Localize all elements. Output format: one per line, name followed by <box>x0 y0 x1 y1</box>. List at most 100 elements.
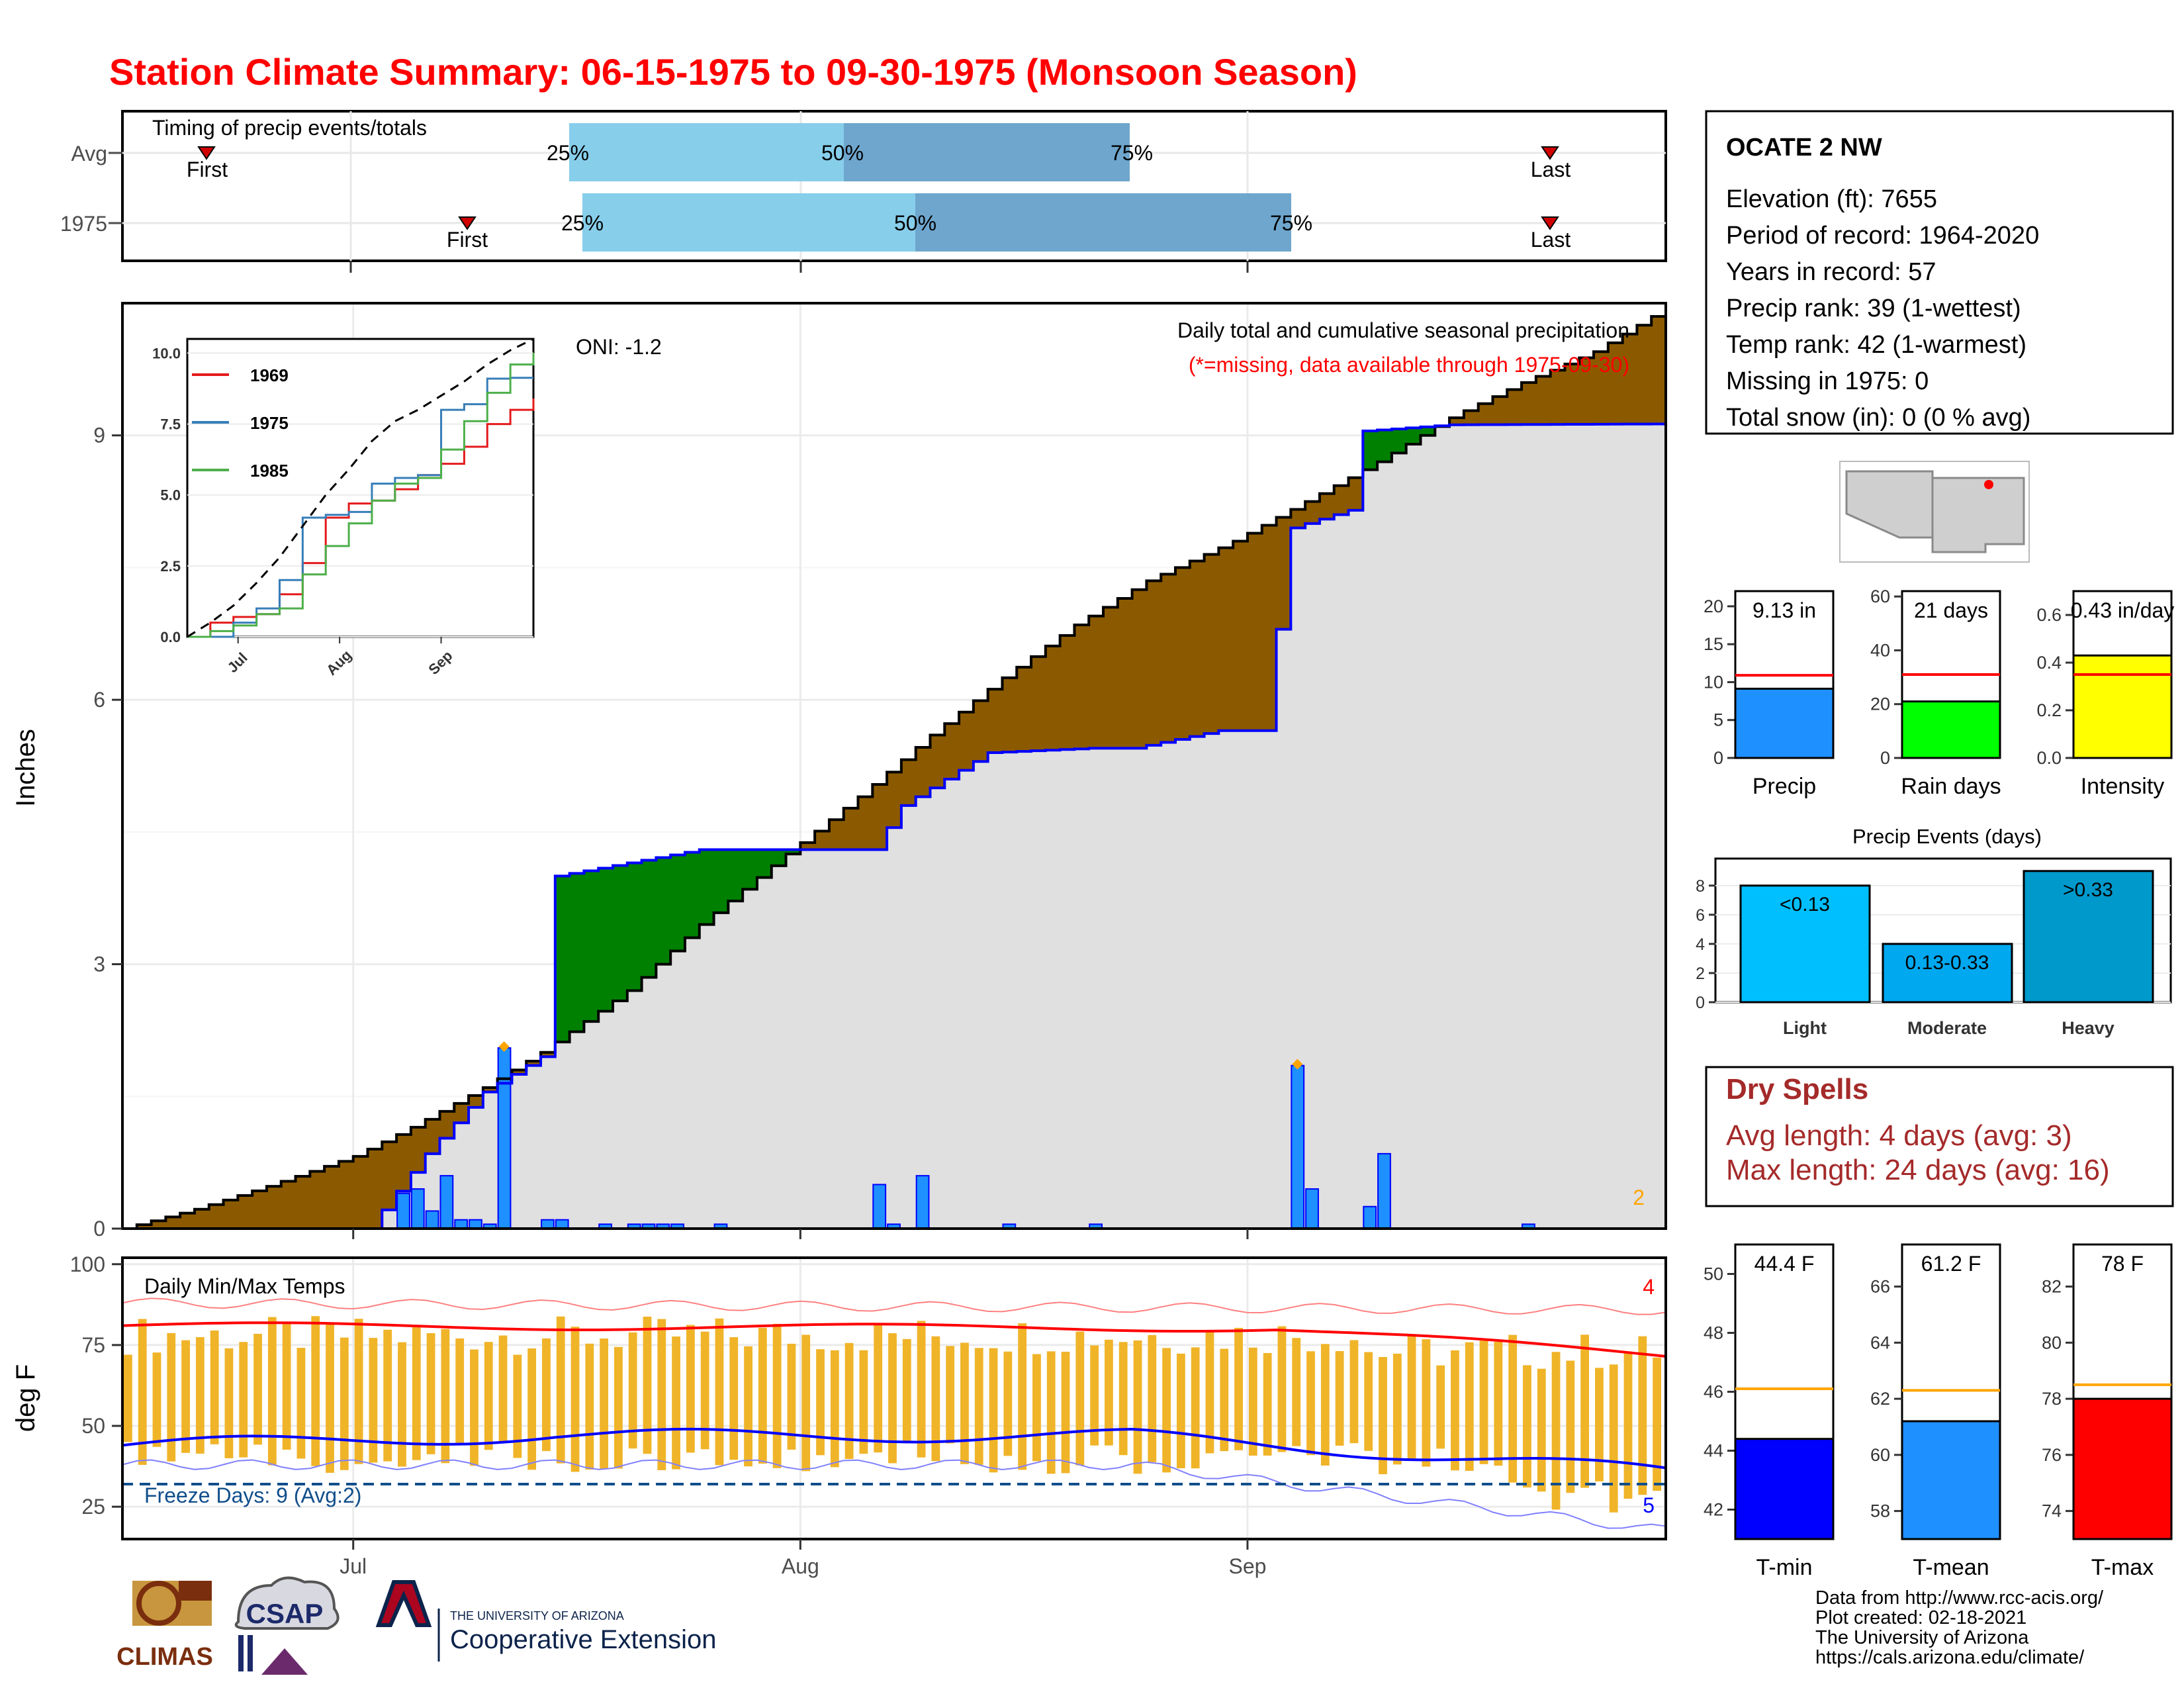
temp-summary-bar-1-value-bar <box>1901 1420 2001 1540</box>
credit-data-source: Data from http://www.rcc-acis.org/ <box>1815 1587 2104 1609</box>
daily-temp-range-bar <box>224 1348 234 1458</box>
daily-precip-bar <box>1305 1188 1319 1229</box>
temp-summary-bar-1-tick-label: 64 <box>1870 1333 1890 1352</box>
precip-y-tick-label: 6 <box>93 688 105 712</box>
page-title: Station Climate Summary: 06-15-1975 to 0… <box>109 51 1357 93</box>
events-bar-label: Moderate <box>1907 1018 1987 1038</box>
summary-bar-1-tick-label: 60 <box>1870 586 1890 606</box>
daily-temp-range-bar <box>1407 1335 1416 1460</box>
summary-bar-2-tick-label: 0.2 <box>2036 700 2062 720</box>
daily-temp-range-bar <box>1018 1323 1027 1470</box>
station-info-frame <box>1705 110 2174 435</box>
daily-temp-range-bar <box>296 1348 306 1459</box>
record-high-count: 4 <box>1643 1275 1655 1299</box>
year-surplus-area <box>713 849 729 913</box>
year-surplus-area <box>598 868 614 1011</box>
daily-temp-range-bar <box>844 1342 854 1459</box>
inset-y-tick-label: 10.0 <box>152 345 181 361</box>
daily-temp-range-bar <box>931 1336 940 1462</box>
events-tick-label: 8 <box>1696 877 1705 896</box>
temp-summary-charts: 42 44 46 48 50 44.4 F T-min 58 60 62 64 66 61.2 F T-m… <box>1704 1243 2173 1580</box>
daily-temp-range-bar <box>1551 1352 1561 1510</box>
temp-summary-bar-2-value-bar <box>2072 1397 2173 1540</box>
temp-summary-bar-0-axis-label: T-min <box>1756 1555 1813 1580</box>
avg-q50-q75-bar <box>844 123 1130 181</box>
year-row-label: 1975 <box>60 212 107 236</box>
daily-temp-range-bar <box>859 1350 868 1454</box>
dry-spells-frame <box>1705 1066 2174 1207</box>
summary-bar-charts: 0 5 10 15 20 9.13 in Precip 0 20 40 60 21 days Rain … <box>1704 586 2174 799</box>
climas-logo-text: CLIMAS <box>116 1643 213 1671</box>
daily-temp-range-bar <box>426 1333 435 1454</box>
temp-y-tick-label: 100 <box>70 1252 105 1276</box>
inset-y-tick-label: 2.5 <box>160 558 181 575</box>
precip-panel: 0 3 6 9 Inches ONI: -1.2 Daily total and cu… <box>11 302 1667 1241</box>
temp-summary-bar-1-tick-label: 58 <box>1870 1501 1890 1521</box>
avg-last-marker <box>1541 146 1559 160</box>
inset-avg-line <box>187 338 534 638</box>
daily-temp-range-bar <box>1248 1347 1257 1456</box>
daily-temp-range-bar <box>181 1340 190 1453</box>
daily-temp-range-bar <box>455 1338 465 1443</box>
avg-row-label: Avg <box>71 142 107 165</box>
daily-temp-range-bar <box>1148 1335 1157 1462</box>
daily-temp-range-bar <box>138 1319 147 1465</box>
year-surplus-area <box>670 855 686 951</box>
daily-temp-range-bar <box>657 1319 666 1470</box>
temp-summary-bar-0-tick-label: 42 <box>1704 1500 1723 1520</box>
legend-1985-label: 1985 <box>250 461 289 481</box>
avg-q75-label: 75% <box>1111 141 1153 165</box>
daily-temp-range-bar <box>585 1343 594 1470</box>
daily-temp-range-bar <box>1508 1335 1518 1483</box>
temp-summary-bar-2-tick-label: 74 <box>2042 1501 2062 1521</box>
year-q50-label: 50% <box>894 211 936 235</box>
precip-y-tick-label: 3 <box>93 953 105 976</box>
ua-cooperative-extension-logo: THE UNIVERSITY OF ARIZONA Cooperative Ex… <box>375 1580 716 1662</box>
temp-x-tick-label: Jul <box>340 1554 367 1578</box>
station-period: Period of record: 1964-2020 <box>1726 222 2039 250</box>
daily-temp-range-bar <box>1451 1350 1459 1471</box>
temp-y-tick-label: 50 <box>81 1414 105 1438</box>
daily-precip-bar <box>1377 1152 1391 1230</box>
temp-summary-bar-0-tick-label: 50 <box>1704 1264 1723 1284</box>
daily-temp-range-bar <box>672 1336 680 1470</box>
record-low-line <box>122 1459 1666 1529</box>
summary-bar-1-value-label: 21 days <box>1914 598 1988 622</box>
daily-temp-range-bar <box>556 1316 565 1464</box>
daily-temp-range-bar <box>1566 1360 1575 1493</box>
temp-summary-bar-0-value-label: 44.4 F <box>1754 1252 1815 1276</box>
year-surplus-area <box>569 873 584 1032</box>
year-surplus-area <box>1420 426 1435 436</box>
daily-temp-range-bar <box>1379 1356 1387 1475</box>
year-surplus-area <box>756 849 772 878</box>
temp-panel-frame <box>121 1256 1667 1540</box>
legend-1969-label: 1969 <box>250 365 289 385</box>
daily-temp-range-bar <box>239 1342 248 1458</box>
daily-temp-range-bar <box>267 1317 277 1466</box>
daily-temp-range-bar <box>1105 1339 1113 1446</box>
station-info-box: OCATE 2 NW Elevation (ft): 7655 Period o… <box>1705 110 2174 435</box>
temp-summary-bar-2-tick-label: 78 <box>2042 1389 2062 1409</box>
daily-temp-range-bar <box>326 1323 334 1473</box>
avg-q50-label: 50% <box>821 141 864 165</box>
daily-temp-range-bar <box>570 1327 580 1472</box>
timing-panel-label: Timing of precip events/totals <box>152 116 427 140</box>
daily-temp-range-bar <box>686 1325 695 1453</box>
temp-summary-bar-0-tick-label: 48 <box>1704 1323 1723 1343</box>
daily-temp-range-bar <box>1118 1342 1128 1456</box>
daily-temp-range-bar <box>1465 1342 1474 1471</box>
missing-note: (*=missing, data available through 1975-… <box>1189 353 1629 377</box>
daily-temp-range-bar <box>1191 1347 1200 1469</box>
year-surplus-area <box>627 863 643 991</box>
station-elevation: Elevation (ft): 7655 <box>1726 185 1937 213</box>
daily-temp-range-bar <box>470 1349 478 1466</box>
events-tick-label: 2 <box>1696 964 1705 983</box>
ua-small-text: THE UNIVERSITY OF ARIZONA <box>450 1609 624 1622</box>
daily-temp-range-bar <box>167 1333 176 1462</box>
daily-temp-range-bar <box>1623 1351 1633 1499</box>
daily-temp-range-bar <box>513 1354 522 1458</box>
daily-temp-range-bar <box>1090 1345 1099 1446</box>
temp-y-tick-label: 75 <box>81 1333 105 1357</box>
year-q75-label: 75% <box>1270 211 1312 235</box>
summary-bar-0-tick-label: 0 <box>1713 748 1723 768</box>
